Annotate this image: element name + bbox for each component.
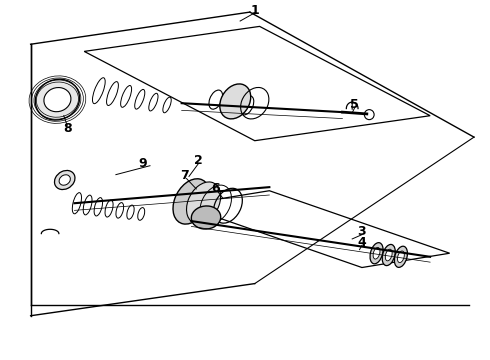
Ellipse shape <box>44 87 71 112</box>
Text: 2: 2 <box>195 154 203 167</box>
Ellipse shape <box>35 79 79 120</box>
Text: 5: 5 <box>350 99 359 112</box>
Ellipse shape <box>54 170 75 190</box>
Ellipse shape <box>191 206 220 229</box>
Ellipse shape <box>385 249 392 261</box>
Ellipse shape <box>370 243 383 264</box>
Text: 4: 4 <box>358 236 367 249</box>
Text: 8: 8 <box>63 122 72 135</box>
Ellipse shape <box>394 246 407 267</box>
Text: 3: 3 <box>358 225 366 238</box>
Ellipse shape <box>220 84 251 119</box>
Text: 7: 7 <box>180 169 189 182</box>
Text: 1: 1 <box>250 4 259 17</box>
Ellipse shape <box>173 179 210 224</box>
Ellipse shape <box>397 251 404 263</box>
Ellipse shape <box>382 244 395 266</box>
Text: 6: 6 <box>212 182 220 195</box>
Polygon shape <box>84 26 430 141</box>
Text: 9: 9 <box>138 157 147 170</box>
Polygon shape <box>182 191 450 267</box>
Ellipse shape <box>59 175 71 185</box>
Ellipse shape <box>373 247 380 259</box>
Ellipse shape <box>187 182 220 224</box>
